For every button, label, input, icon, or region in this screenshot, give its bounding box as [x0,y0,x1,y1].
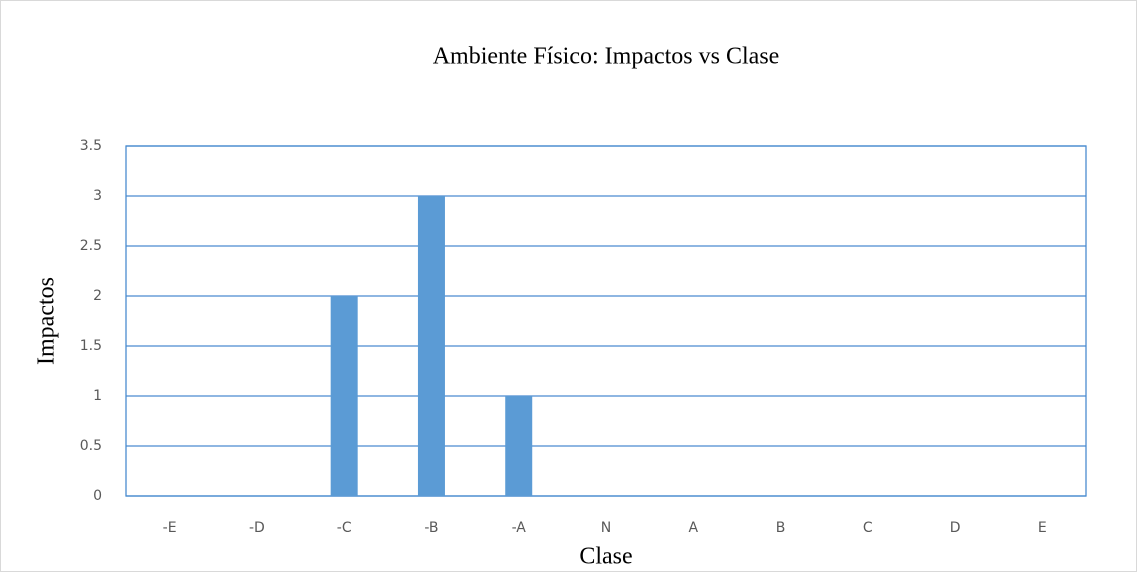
y-tick-label: 2.5 [80,238,102,254]
x-tick-label: -C [337,520,352,536]
x-tick-label: -A [512,520,527,536]
x-tick-label: N [601,520,611,536]
x-tick-label: D [950,520,961,536]
x-tick-label: -E [163,520,177,536]
bar [417,196,445,496]
x-tick-label: E [1038,520,1047,536]
y-axis-label: Impactos [34,277,60,365]
y-tick-label: 0.5 [80,438,102,454]
y-tick-label: 3 [93,188,102,204]
y-tick-label: 2 [93,288,102,304]
x-axis-label: Clase [579,544,632,570]
x-tick-label: -B [424,520,438,536]
x-tick-label: C [863,520,873,536]
y-tick-label: 3.5 [80,138,102,154]
bar [330,296,358,496]
x-tick-label: -D [249,520,265,536]
y-tick-label: 1.5 [80,338,102,354]
chart-title: Ambiente Físico: Impactos vs Clase [433,44,780,70]
y-tick-label: 1 [93,388,102,404]
x-tick-label: A [688,520,698,536]
y-tick-label: 0 [93,488,102,504]
x-tick-label: B [776,520,786,536]
bar [505,396,533,496]
